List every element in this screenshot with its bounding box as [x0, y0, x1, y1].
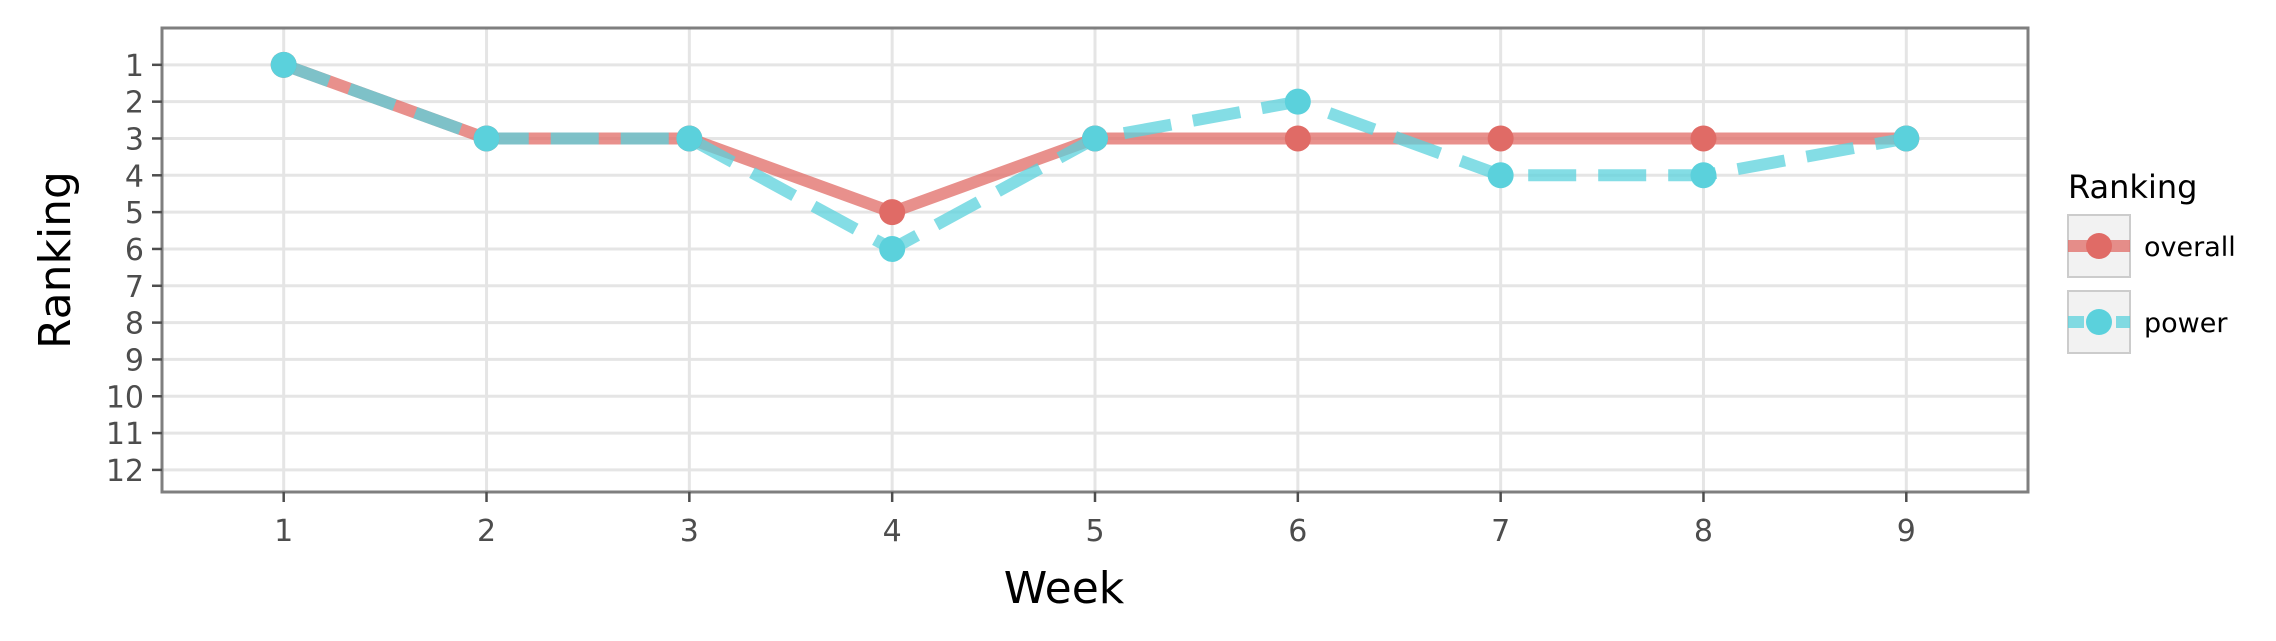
y-tick-label: 11 [106, 417, 144, 452]
x-tick-label: 8 [1694, 514, 1713, 549]
data-point-overall [1690, 125, 1717, 152]
x-tick-label: 4 [883, 514, 902, 549]
data-point-power [270, 51, 297, 78]
series-points [270, 51, 1920, 262]
y-tick-label: 10 [106, 380, 144, 415]
x-tick-label: 9 [1897, 514, 1916, 549]
y-tick-label: 8 [125, 307, 144, 342]
data-point-power [1487, 162, 1514, 189]
legend: Ranking overall power [2067, 168, 2236, 354]
data-point-power [676, 125, 703, 152]
legend-key-point-overall [2086, 233, 2112, 259]
legend-items: overall power [2067, 214, 2236, 354]
data-point-power [879, 235, 906, 262]
data-point-overall [879, 199, 906, 226]
x-axis-ticks: 1 2 3 4 5 6 7 8 9 [274, 492, 1916, 549]
data-point-power [1284, 88, 1311, 115]
x-tick-label: 2 [477, 514, 496, 549]
x-tick-label: 6 [1288, 514, 1307, 549]
x-tick-label: 3 [680, 514, 699, 549]
y-axis-title: Ranking [30, 171, 81, 349]
x-tick-label: 5 [1085, 514, 1104, 549]
data-point-power [473, 125, 500, 152]
legend-label-overall: overall [2144, 232, 2236, 263]
y-tick-label: 7 [125, 270, 144, 305]
y-tick-label: 3 [125, 122, 144, 157]
x-tick-label: 1 [274, 514, 293, 549]
legend-key-point-power [2086, 309, 2112, 335]
legend-title: Ranking [2068, 168, 2197, 206]
y-tick-label: 2 [125, 86, 144, 121]
x-axis-title: Week [1004, 563, 1125, 614]
y-tick-label: 9 [125, 343, 144, 378]
x-tick-label: 7 [1491, 514, 1510, 549]
y-tick-label: 1 [125, 49, 144, 84]
data-point-power [1893, 125, 1920, 152]
legend-label-power: power [2144, 308, 2228, 339]
data-point-power [1082, 125, 1108, 152]
y-tick-label: 6 [125, 233, 144, 268]
y-tick-label: 12 [106, 454, 144, 489]
data-point-overall [1284, 125, 1311, 152]
data-point-power [1690, 162, 1717, 189]
y-tick-label: 4 [125, 159, 144, 194]
data-point-overall [1487, 125, 1514, 152]
y-tick-label: 5 [125, 196, 144, 231]
